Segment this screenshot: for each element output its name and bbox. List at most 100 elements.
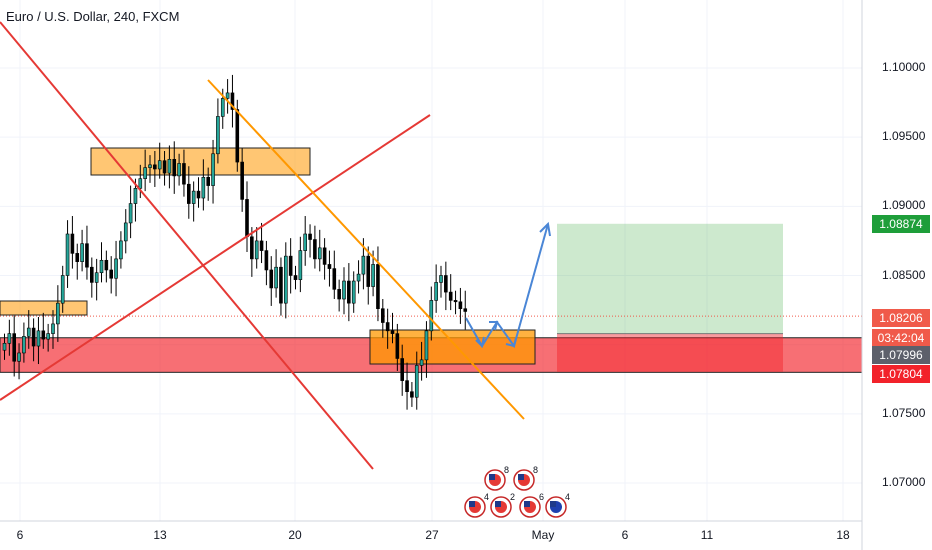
candle-body [356,273,361,282]
candle-body [65,233,70,276]
candle-body [245,199,249,238]
candle-body [288,255,293,276]
event-count: 4 [565,492,570,502]
candle-body [303,233,308,251]
candle-body [133,188,138,204]
candle-body [463,308,468,312]
candle-body [46,333,50,340]
event-count: 4 [484,492,489,502]
candle-body [99,259,104,274]
candle-body [308,233,312,240]
candle-body [259,240,264,251]
candle-body [313,239,317,260]
candle-body [220,98,225,117]
candle-body [12,333,16,362]
candle-body [376,264,380,309]
arrow-head-4 [539,221,551,237]
candle-body [225,92,230,99]
candle-body [240,161,244,200]
candle-body [274,266,278,289]
economic-events: 8 8 4 2 6 4 [464,465,570,518]
candle-body [429,300,434,332]
candle-body [172,159,177,177]
candle-body [90,266,94,283]
red-trendline-up [0,114,431,401]
chart-title: Euro / U.S. Dollar, 240, FXCM [6,9,180,24]
resistance-box [90,147,311,176]
time-axis-label: 6 [621,528,629,542]
candle-body [337,289,341,300]
candle-body [216,116,220,155]
candle-body [94,272,99,283]
candle-body [400,358,405,381]
candle-body [264,250,269,271]
event-count: 8 [533,465,538,475]
price-tag: 1.08206 [872,309,930,327]
price-tag: 1.07996 [872,346,930,364]
candle-body [361,255,366,275]
candle-body [148,164,152,168]
orange-trendline [207,79,525,420]
candle-body [424,330,429,361]
price-axis-label: 1.08500 [882,267,926,282]
candle-body [138,178,143,189]
candle-body [191,190,196,204]
candle-body [448,291,453,301]
candle-body [80,243,84,262]
candle-body [114,258,118,279]
candle-body [7,333,12,344]
candle-body [347,280,351,304]
eu-flag-icon[interactable]: 4 [545,492,570,518]
us-flag-icon[interactable]: 8 [513,465,538,491]
candle-body [366,255,371,287]
candle-body [419,359,424,366]
price-axis-label: 1.07000 [882,475,926,489]
candle-body [123,222,128,242]
price-axis-label: 1.07500 [882,405,926,420]
candle-body [56,302,60,325]
candle-body [128,203,133,224]
candle-body [36,330,41,347]
candle-body [26,327,31,337]
candle-body [104,259,109,271]
candle-body [201,176,206,199]
us-flag-icon[interactable]: 2 [490,492,515,518]
candle-body [342,280,346,300]
candle-body [153,164,157,170]
candle-body [235,109,240,163]
candle-body [327,264,332,269]
candle-body [167,159,172,174]
candle-body [279,266,283,304]
candle-body [434,282,438,301]
event-count: 8 [504,465,509,475]
time-axis-label: 13 [153,528,167,542]
us-flag-icon[interactable]: 4 [464,492,489,518]
candle-body [51,323,55,334]
time-axis-label: 27 [425,528,439,542]
candle-body [211,153,215,186]
candle-body [206,176,210,186]
candle-body [70,233,75,254]
projection-arrow-path [465,223,549,349]
arrow-head-2 [489,321,499,331]
event-count: 6 [539,492,544,502]
time-axis-label: 20 [288,528,302,542]
us-flag-icon[interactable]: 8 [484,465,509,491]
price-axis-label: 1.09000 [882,198,926,213]
candle-body [182,163,186,185]
candle-body [439,275,443,283]
arrow-head-1 [475,336,485,348]
time-axis-label: May [531,528,555,542]
price-axis-label: 1.10000 [882,60,926,74]
candle-body [17,352,21,362]
us-flag-icon[interactable]: 6 [519,492,544,518]
time-axis-label: 11 [700,528,714,542]
candle-body [31,327,36,347]
candle-body [230,92,235,110]
candle-body [187,183,191,204]
candle-body [405,380,409,392]
price-tag: 03:42:04 [872,329,930,347]
candle-body [283,255,288,304]
